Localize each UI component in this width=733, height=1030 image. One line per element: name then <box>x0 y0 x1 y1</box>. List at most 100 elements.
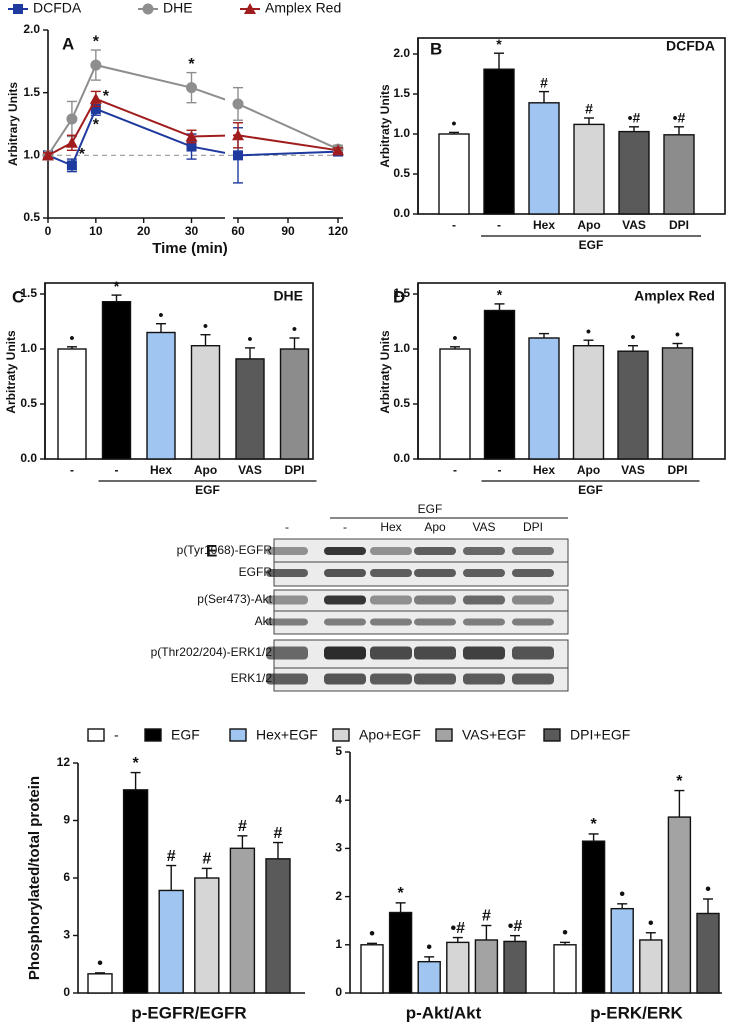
blot-band <box>324 547 366 555</box>
y-tick-label: 3 <box>63 928 70 942</box>
significance: • <box>631 328 636 344</box>
bar <box>667 816 692 994</box>
panel-title: Amplex Red <box>634 288 715 304</box>
legend-label: DHE <box>163 0 193 16</box>
x-tick-label: Apo <box>577 218 600 232</box>
significance: • <box>619 886 625 903</box>
series-line <box>47 63 225 156</box>
blot-band <box>266 595 308 605</box>
plot-frame <box>44 282 314 460</box>
y-tick-label: 3 <box>335 841 342 855</box>
group-label: EGF <box>579 238 604 252</box>
lane-label: - <box>285 520 289 534</box>
y-tick-label: 2 <box>335 889 342 903</box>
significance: * <box>397 885 404 902</box>
x-tick-label: DPI <box>284 463 304 477</box>
bar <box>194 877 220 994</box>
lane-label: Hex <box>380 520 401 534</box>
blot-band <box>512 673 554 685</box>
x-tick-label: 90 <box>281 224 295 238</box>
significance: * <box>676 773 683 790</box>
bar <box>483 309 516 460</box>
x-tick-label: DPI <box>669 218 689 232</box>
blot-header: EGF <box>418 502 443 516</box>
western-blot: E EGF - - Hex Apo VAS DPI p(Tyr1068)-EGFR EGFR p… <box>151 502 569 692</box>
bar <box>122 789 149 994</box>
y-tick-label: 0 <box>335 985 342 999</box>
x-tick-label: - <box>453 463 457 477</box>
significance: # <box>238 818 247 835</box>
bar <box>572 345 605 460</box>
blot-band <box>266 673 308 685</box>
x-axis-label: Time (min) <box>152 240 228 257</box>
y-tick-label: 0.0 <box>393 451 410 465</box>
bar <box>696 912 720 994</box>
legend-swatch <box>229 728 247 742</box>
x-tick-label: Apo <box>194 463 217 477</box>
x-tick-label: DPI <box>667 463 687 477</box>
blot-band <box>463 595 505 605</box>
blot-band <box>266 547 308 555</box>
bar <box>528 102 560 215</box>
series-line <box>233 101 339 150</box>
legend-marker <box>142 3 154 15</box>
x-tick-label: Hex <box>150 463 172 477</box>
row-label: p(Tyr1068)-EGFR <box>177 543 273 557</box>
x-tick-label: Hex <box>533 218 555 232</box>
bar <box>503 940 527 994</box>
bar <box>57 348 87 460</box>
panel-label: C <box>12 287 24 306</box>
blot-band <box>370 595 412 605</box>
bar <box>528 337 560 460</box>
significance: • <box>159 306 164 322</box>
blot-band <box>512 618 554 626</box>
y-tick-label: 0.5 <box>393 396 410 410</box>
y-tick-label: 6 <box>63 870 70 884</box>
blot-band <box>414 569 456 577</box>
x-tick-label: Apo <box>577 463 600 477</box>
bar <box>417 960 441 994</box>
significance: • <box>292 321 297 337</box>
x-tick-label: 20 <box>137 224 151 238</box>
x-tick-label: - <box>497 218 501 232</box>
y-tick-label: 4 <box>335 792 342 806</box>
bar <box>265 858 291 994</box>
blot-band <box>463 569 505 577</box>
blot-band <box>512 547 554 555</box>
x-tick-label: 10 <box>89 224 103 238</box>
y-tick-label: 1.0 <box>20 341 37 355</box>
blot-band <box>370 646 412 660</box>
significance: * <box>103 88 110 105</box>
y-tick-label: 12 <box>57 755 71 769</box>
x-category-label: p-ERK/ERK <box>590 1003 683 1022</box>
x-tick-label: VAS <box>621 463 645 477</box>
blot-band <box>512 646 554 660</box>
significance: • <box>586 323 591 339</box>
significance: • <box>248 331 253 347</box>
significance: # <box>540 74 548 90</box>
significance: # <box>202 851 211 868</box>
bar <box>101 301 132 460</box>
marker <box>89 92 102 104</box>
series-line <box>233 134 339 152</box>
bar <box>146 331 176 460</box>
row-label: p(Ser473)-Akt <box>197 592 272 606</box>
y-tick-label: 1.0 <box>393 341 410 355</box>
marker <box>233 150 243 161</box>
blot-band <box>370 618 412 626</box>
bar <box>158 889 184 994</box>
x-tick-label: - <box>452 218 456 232</box>
marker <box>232 129 244 141</box>
x-tick-label: 120 <box>328 224 348 238</box>
marker <box>90 59 102 71</box>
blot-band <box>266 646 308 660</box>
significance: •# <box>451 920 466 937</box>
panel-label: B <box>430 39 442 58</box>
blot-band <box>512 569 554 577</box>
y-tick-label: 2.0 <box>23 22 40 36</box>
bar <box>229 847 256 994</box>
marker <box>90 103 101 114</box>
bar <box>610 907 634 994</box>
y-tick-label: 1 <box>335 937 342 951</box>
y-axis-label: Arbitraty Units <box>4 330 18 414</box>
